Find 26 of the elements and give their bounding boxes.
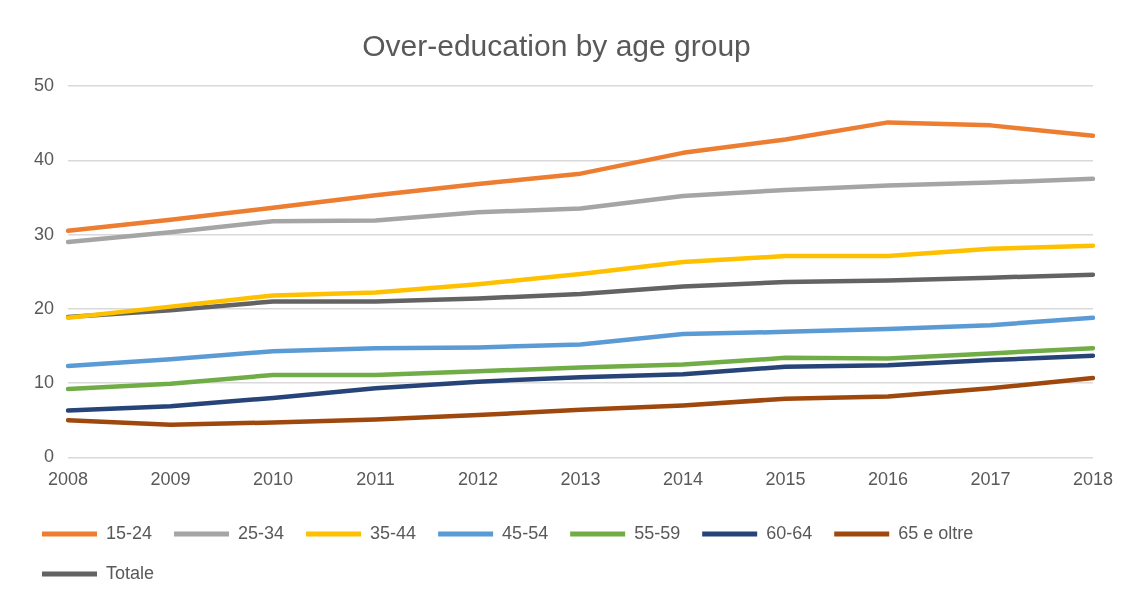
x-tick-label: 2012 — [457, 469, 499, 490]
x-tick-label: 2017 — [970, 469, 1011, 490]
x-tick-label: 2014 — [662, 469, 704, 490]
y-tick-label: 20 — [33, 297, 55, 318]
y-tick-label: 30 — [33, 223, 55, 244]
legend-label: 65 e oltre — [898, 522, 974, 543]
y-tick-label: 50 — [33, 74, 55, 95]
legend-label: 15-24 — [106, 522, 153, 543]
chart-title: Over-education by age group — [362, 29, 751, 63]
legend-label: 45-54 — [502, 522, 549, 543]
x-tick-label: 2011 — [356, 469, 395, 490]
x-tick-label: 2016 — [867, 469, 909, 490]
x-tick-label: 2008 — [48, 469, 89, 490]
x-tick-label: 2010 — [252, 469, 294, 490]
x-tick-label: 2018 — [1072, 469, 1114, 490]
legend-label: Totale — [106, 562, 155, 583]
legend-label: 25-34 — [238, 522, 285, 543]
x-tick-label: 2009 — [150, 469, 191, 490]
x-tick-label: 2015 — [765, 469, 806, 490]
legend-label: 60-64 — [766, 522, 813, 543]
y-tick-label: 40 — [33, 149, 55, 170]
legend-label: 35-44 — [370, 522, 417, 543]
y-tick-label: 0 — [44, 446, 55, 467]
y-tick-label: 10 — [33, 372, 55, 393]
legend-label: 55-59 — [634, 522, 681, 543]
x-tick-label: 2013 — [560, 469, 601, 490]
